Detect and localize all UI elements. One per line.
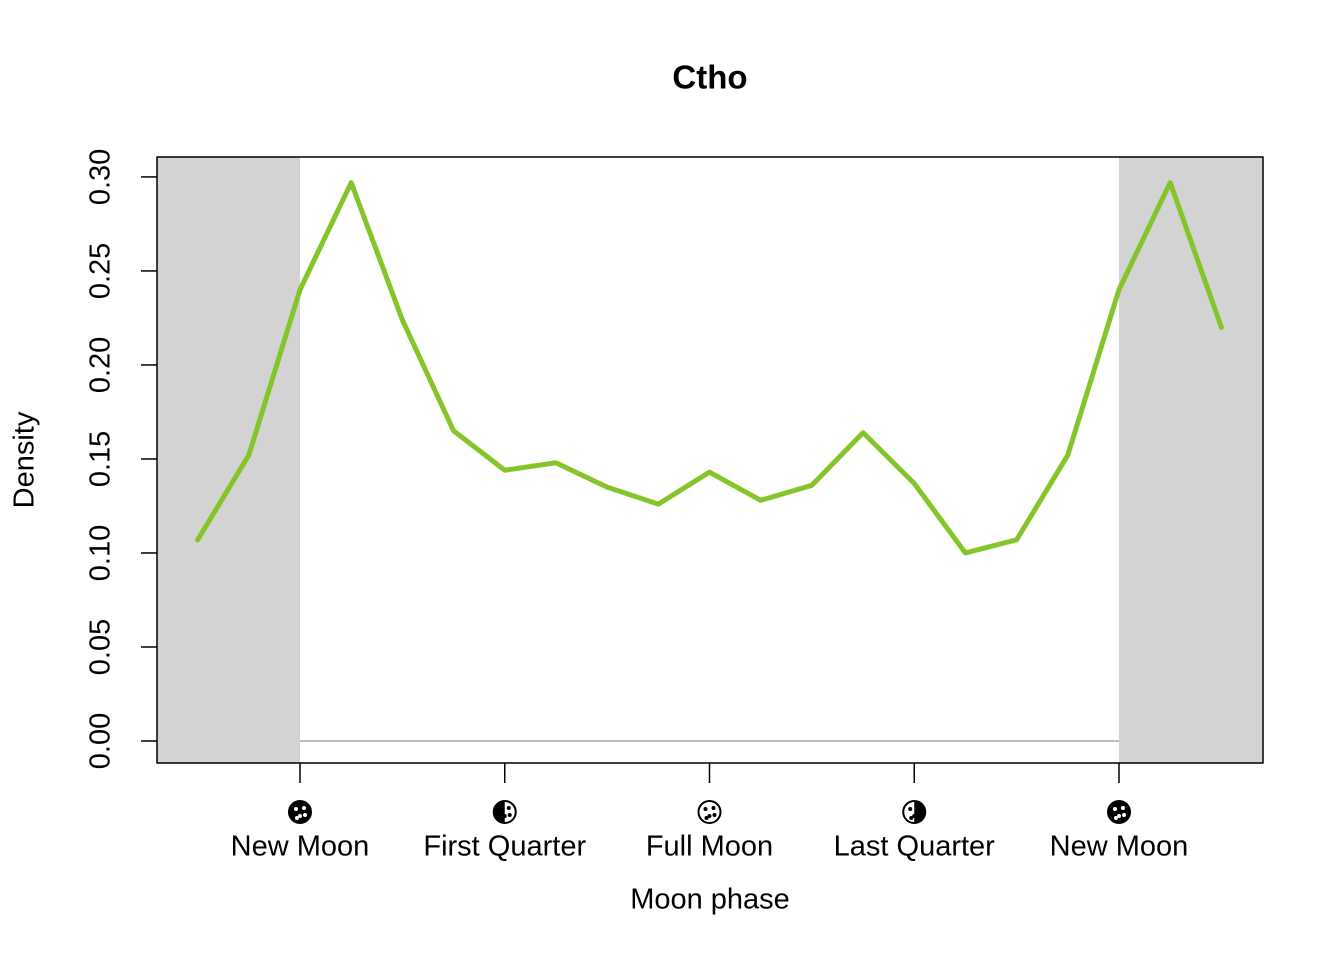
moon-icon xyxy=(492,800,517,824)
y-axis-label: Density xyxy=(9,411,41,508)
y-tick-label: 0.20 xyxy=(85,337,117,393)
x-axis-label: Moon phase xyxy=(630,884,790,916)
y-tick-label: 0.25 xyxy=(85,243,117,299)
y-tick-label: 0.15 xyxy=(85,431,117,487)
x-tick-label: New Moon xyxy=(1050,831,1189,863)
density-line xyxy=(195,180,1224,556)
chart-title: Ctho xyxy=(672,59,747,96)
shade-region xyxy=(1118,157,1263,763)
x-tick-label: Full Moon xyxy=(646,831,773,863)
moon-icon xyxy=(697,800,722,824)
x-tick-label: First Quarter xyxy=(423,831,586,863)
y-tick-label: 0.30 xyxy=(85,149,117,205)
moon-icon xyxy=(287,800,312,824)
y-tick-label: 0.10 xyxy=(85,525,117,581)
shade-region xyxy=(157,157,300,763)
plot-frame xyxy=(156,156,1264,764)
y-tick-label: 0.05 xyxy=(85,619,117,675)
y-tick-label: 0.00 xyxy=(85,713,117,769)
moon-icon xyxy=(1106,800,1131,824)
x-tick-label: Last Quarter xyxy=(834,831,996,863)
moon-icon xyxy=(902,800,927,824)
x-tick-label: New Moon xyxy=(231,831,370,863)
